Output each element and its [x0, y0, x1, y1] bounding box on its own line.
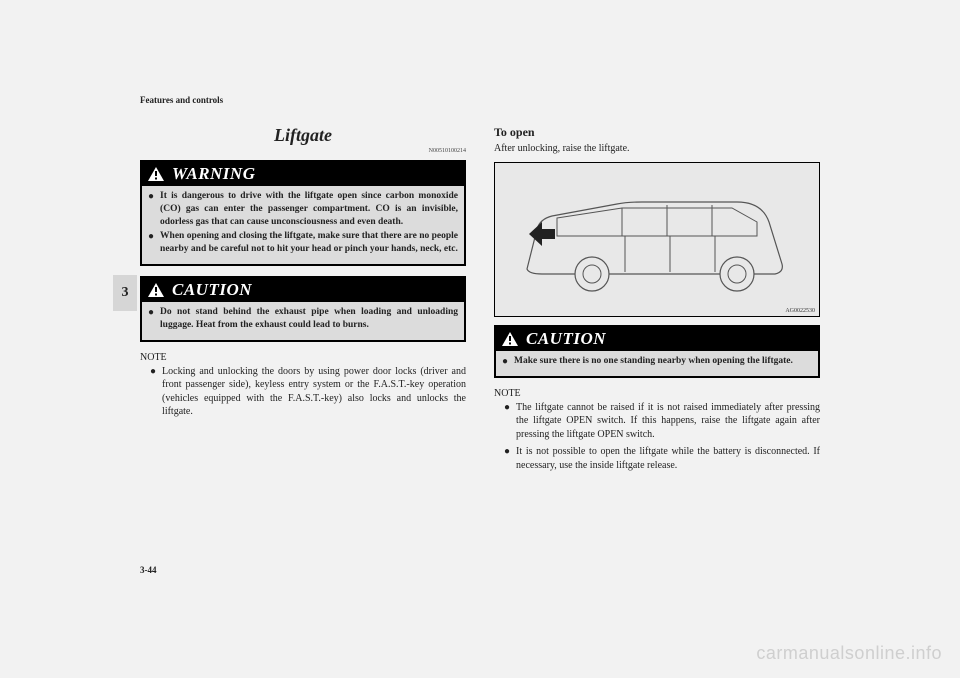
warning-header: WARNING [142, 162, 464, 186]
caution-text: Make sure there is no one standing nearb… [514, 355, 793, 368]
warning-item: ● When opening and closing the liftgate,… [148, 230, 458, 256]
note-label: NOTE [494, 388, 820, 399]
warning-text: It is dangerous to drive with the liftga… [160, 190, 458, 228]
vehicle-figure: AG0022530 [494, 162, 820, 317]
caution-item: ● Make sure there is no one standing nea… [502, 355, 812, 368]
note-item: ● The liftgate cannot be raised if it is… [494, 401, 820, 442]
subhead-to-open: To open [494, 125, 820, 140]
left-column: Liftgate N00510100214 WARNING ● It is da… [140, 125, 466, 476]
figure-code: AG0022530 [785, 308, 815, 314]
note-text: Locking and unlocking the doors by using… [162, 365, 466, 419]
caution-icon [148, 283, 164, 297]
section-tab: 3 [113, 275, 137, 311]
right-column: To open After unlocking, raise the liftg… [494, 125, 820, 476]
warning-box: WARNING ● It is dangerous to drive with … [140, 160, 466, 266]
caution-icon [502, 332, 518, 346]
caution-label: CAUTION [172, 280, 252, 300]
warning-text: When opening and closing the liftgate, m… [160, 230, 458, 256]
warning-icon [148, 167, 164, 181]
running-head: Features and controls [140, 95, 820, 105]
warning-label: WARNING [172, 164, 255, 184]
caution-header: CAUTION [496, 327, 818, 351]
page-number: 3-44 [140, 565, 157, 575]
body-text: After unlocking, raise the liftgate. [494, 142, 820, 156]
note-item: ● Locking and unlocking the doors by usi… [140, 365, 466, 419]
caution-box: CAUTION ● Make sure there is no one stan… [494, 325, 820, 378]
caution-header: CAUTION [142, 278, 464, 302]
note-text: It is not possible to open the liftgate … [516, 445, 820, 472]
note-text: The liftgate cannot be raised if it is n… [516, 401, 820, 442]
page-content: Features and controls Liftgate N00510100… [140, 95, 820, 476]
doc-code: N00510100214 [140, 148, 466, 154]
caution-text: Do not stand behind the exhaust pipe whe… [160, 306, 458, 332]
note-label: NOTE [140, 352, 466, 363]
note-item: ● It is not possible to open the liftgat… [494, 445, 820, 472]
vehicle-illustration [507, 174, 807, 304]
caution-box: CAUTION ● Do not stand behind the exhaus… [140, 276, 466, 342]
section-title: Liftgate [140, 125, 466, 146]
watermark: carmanualsonline.info [756, 643, 942, 664]
caution-label: CAUTION [526, 329, 606, 349]
caution-item: ● Do not stand behind the exhaust pipe w… [148, 306, 458, 332]
warning-item: ● It is dangerous to drive with the lift… [148, 190, 458, 228]
